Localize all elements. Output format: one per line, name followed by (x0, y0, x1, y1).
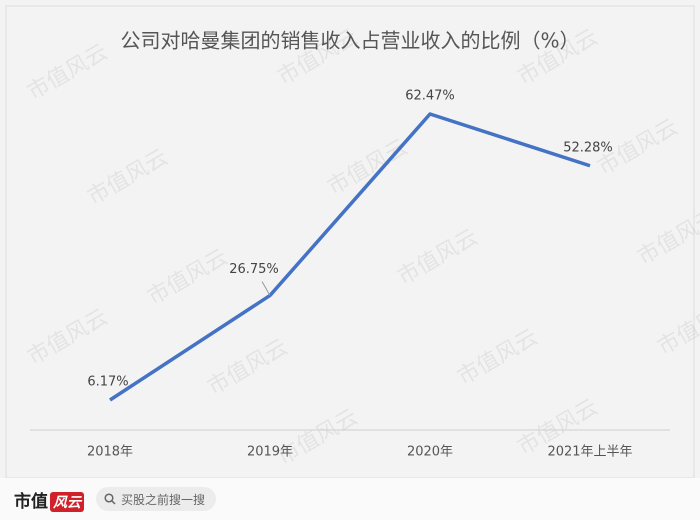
search-icon (104, 493, 116, 505)
data-label: 6.17% (87, 375, 128, 390)
logo: 市值 风云 (14, 487, 84, 512)
x-tick-label: 2020年 (407, 445, 453, 460)
data-label: 62.47% (405, 89, 455, 104)
chart-background (5, 5, 695, 479)
data-label: 52.28% (563, 140, 613, 155)
logo-mark: 风云 (50, 491, 84, 512)
chart-title: 公司对哈曼集团的销售收入占营业收入的比例（%） (120, 29, 579, 53)
x-tick-label: 2021年上半年 (547, 445, 632, 460)
footer: 市值 风云 买股之前搜一搜 (0, 478, 700, 520)
leader-line (261, 281, 271, 296)
line (109, 112, 591, 402)
search-placeholder: 买股之前搜一搜 (121, 492, 206, 507)
data-label: 26.75% (229, 262, 279, 277)
search-box[interactable]: 买股之前搜一搜 (96, 487, 216, 511)
logo-text: 市值 (14, 491, 48, 512)
x-tick-label: 2019年 (247, 445, 293, 460)
x-tick-label: 2018年 (87, 445, 133, 460)
